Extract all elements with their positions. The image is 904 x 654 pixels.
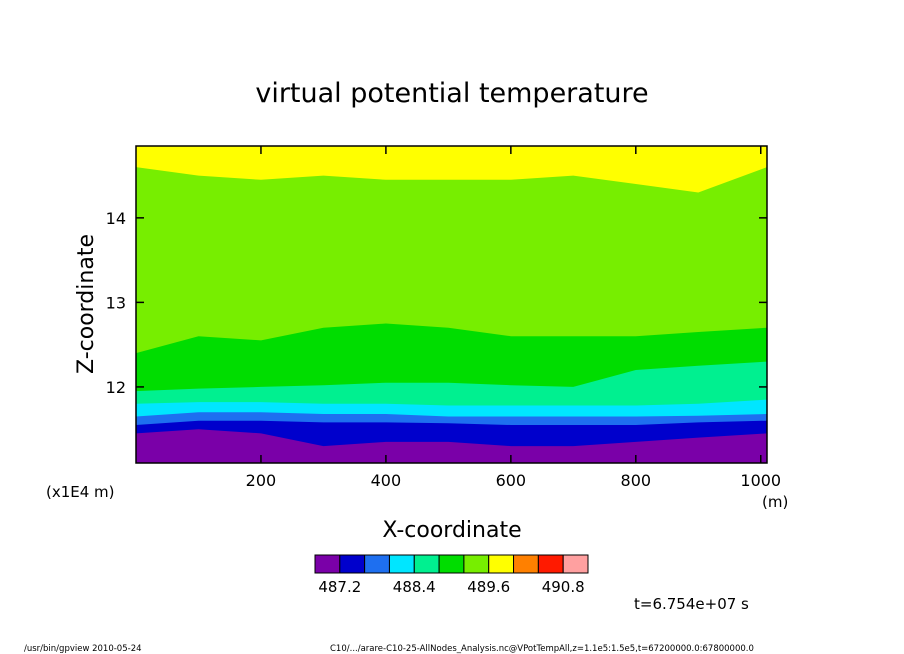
colorbar-swatch [537, 554, 564, 574]
x-axis-label: X-coordinate [382, 518, 521, 543]
y-tick-label: 14 [106, 209, 126, 228]
x-tick-label: 200 [246, 471, 277, 490]
x-tick-label: 800 [621, 471, 652, 490]
y-axis-label: Z-coordinate [74, 234, 99, 374]
plot-area [136, 146, 767, 463]
colorbar-swatch [438, 554, 465, 574]
y-unit-label: (x1E4 m) [46, 483, 115, 501]
colorbar: 487.2 488.4 489.6 490.8 [314, 554, 589, 596]
axes: 200 400 600 800 1000 12 13 14 [106, 145, 781, 490]
colorbar-swatch [463, 554, 490, 574]
x-tick-label: 600 [496, 471, 527, 490]
x-tick-label: 1000 [740, 471, 781, 490]
colorbar-label: 487.2 [318, 578, 361, 596]
time-label: t=6.754e+07 s [634, 595, 749, 613]
footer-right: C10/.../arare-C10-25-AllNodes_Analysis.n… [330, 644, 754, 654]
x-unit-label: (m) [762, 493, 788, 511]
colorbar-swatch [314, 554, 341, 574]
colorbar-swatch [364, 554, 390, 574]
x-tick-label: 400 [371, 471, 402, 490]
colorbar-swatch [513, 554, 539, 574]
plot-frame [135, 145, 768, 464]
colorbar-swatch [562, 554, 589, 574]
colorbar-label: 488.4 [393, 578, 436, 596]
contour-band-0 [136, 429, 767, 463]
colorbar-label: 490.8 [542, 578, 585, 596]
colorbar-label: 489.6 [467, 578, 510, 596]
colorbar-swatch [488, 554, 515, 574]
y-tick-label: 12 [106, 378, 126, 397]
y-tick-label: 13 [106, 293, 126, 312]
colorbar-swatch [388, 554, 415, 574]
chart-title: virtual potential temperature [255, 78, 648, 109]
footer-left: /usr/bin/gpview 2010-05-24 [24, 644, 142, 654]
colorbar-swatch [413, 554, 440, 574]
colorbar-swatch [339, 554, 366, 574]
